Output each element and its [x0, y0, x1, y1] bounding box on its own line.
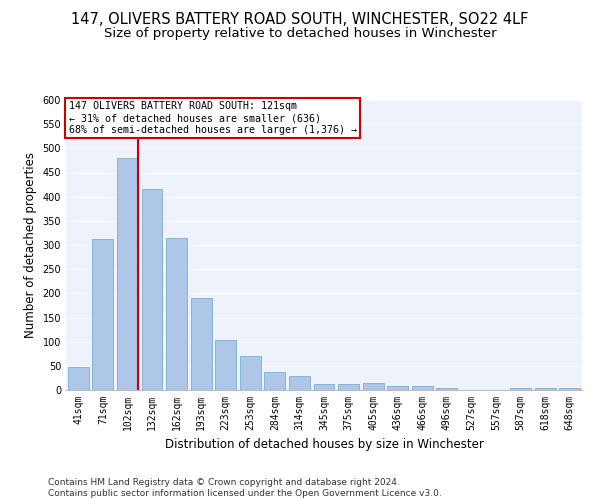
Bar: [559, 388, 580, 390]
Bar: [215, 340, 236, 390]
Text: 147, OLIVERS BATTERY ROAD SOUTH, WINCHESTER, SO22 4LF: 147, OLIVERS BATTERY ROAD SOUTH, WINCHES…: [71, 12, 529, 28]
Text: Size of property relative to detached houses in Winchester: Size of property relative to detached ho…: [104, 28, 496, 40]
Bar: [314, 384, 334, 390]
Bar: [265, 372, 286, 390]
Bar: [289, 376, 310, 390]
Bar: [166, 238, 187, 390]
Bar: [191, 298, 212, 390]
Bar: [142, 190, 163, 390]
Bar: [117, 158, 138, 390]
Bar: [510, 388, 531, 390]
Bar: [412, 386, 433, 390]
Bar: [68, 368, 89, 390]
X-axis label: Distribution of detached houses by size in Winchester: Distribution of detached houses by size …: [164, 438, 484, 452]
Bar: [535, 388, 556, 390]
Y-axis label: Number of detached properties: Number of detached properties: [24, 152, 37, 338]
Bar: [362, 383, 383, 390]
Bar: [387, 386, 408, 390]
Bar: [436, 388, 457, 390]
Bar: [92, 239, 113, 390]
Text: Contains HM Land Registry data © Crown copyright and database right 2024.
Contai: Contains HM Land Registry data © Crown c…: [48, 478, 442, 498]
Text: 147 OLIVERS BATTERY ROAD SOUTH: 121sqm
← 31% of detached houses are smaller (636: 147 OLIVERS BATTERY ROAD SOUTH: 121sqm ←…: [68, 102, 356, 134]
Bar: [240, 356, 261, 390]
Bar: [338, 384, 359, 390]
